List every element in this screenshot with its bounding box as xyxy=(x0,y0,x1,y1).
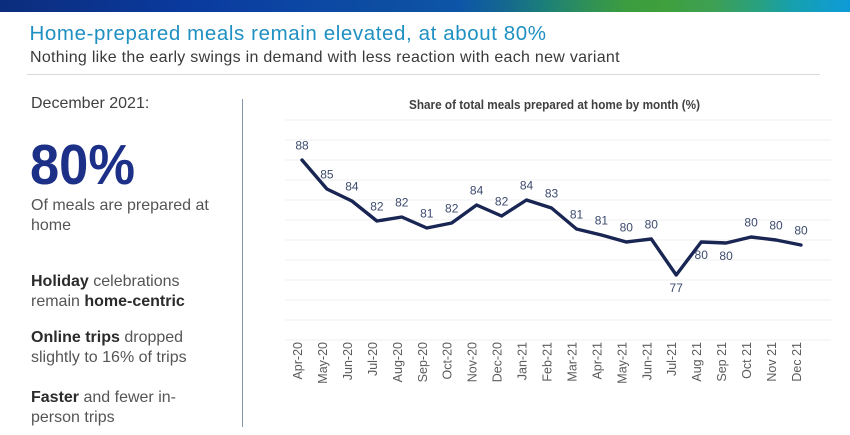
svg-text:May-20: May-20 xyxy=(316,342,330,384)
svg-text:Jul-21: Jul-21 xyxy=(665,342,679,376)
svg-text:77: 77 xyxy=(670,281,684,295)
svg-text:84: 84 xyxy=(520,179,534,193)
svg-text:81: 81 xyxy=(595,214,609,228)
svg-text:Mar-21: Mar-21 xyxy=(566,342,580,382)
svg-text:Nov 21: Nov 21 xyxy=(765,342,779,382)
svg-text:Apr-21: Apr-21 xyxy=(590,342,604,380)
svg-text:80: 80 xyxy=(719,249,733,263)
svg-text:Jun-21: Jun-21 xyxy=(640,342,654,380)
svg-text:84: 84 xyxy=(345,180,359,194)
svg-text:82: 82 xyxy=(395,196,409,210)
svg-text:80: 80 xyxy=(769,219,783,233)
svg-text:80: 80 xyxy=(620,221,634,235)
svg-text:Aug-20: Aug-20 xyxy=(391,342,405,382)
svg-text:81: 81 xyxy=(420,207,434,221)
svg-text:Aug 21: Aug 21 xyxy=(690,342,704,382)
svg-text:Oct 21: Oct 21 xyxy=(740,342,754,379)
svg-text:Jun-20: Jun-20 xyxy=(341,342,355,380)
svg-text:80: 80 xyxy=(794,224,808,238)
svg-text:82: 82 xyxy=(370,200,384,214)
svg-text:82: 82 xyxy=(445,202,459,216)
svg-text:83: 83 xyxy=(545,187,559,201)
svg-text:Nov-20: Nov-20 xyxy=(466,342,480,382)
svg-text:Dec 21: Dec 21 xyxy=(790,342,804,382)
svg-text:May-21: May-21 xyxy=(615,342,629,384)
svg-text:Jul-20: Jul-20 xyxy=(366,342,380,376)
svg-text:Apr-20: Apr-20 xyxy=(291,342,305,380)
svg-text:81: 81 xyxy=(570,208,584,222)
svg-text:Sep-20: Sep-20 xyxy=(416,342,430,382)
svg-text:Feb-21: Feb-21 xyxy=(541,342,555,382)
svg-text:82: 82 xyxy=(495,195,509,209)
svg-text:Jan-21: Jan-21 xyxy=(516,342,530,380)
svg-text:Oct-20: Oct-20 xyxy=(441,342,455,380)
svg-text:Share of total meals prepared: Share of total meals prepared at home by… xyxy=(409,98,700,112)
svg-text:84: 84 xyxy=(470,184,484,198)
svg-text:Dec-20: Dec-20 xyxy=(491,342,505,382)
svg-text:80: 80 xyxy=(744,216,758,230)
svg-text:88: 88 xyxy=(295,139,309,153)
svg-text:85: 85 xyxy=(320,168,334,182)
svg-text:Sep 21: Sep 21 xyxy=(715,342,729,382)
svg-text:80: 80 xyxy=(695,248,709,262)
svg-text:80: 80 xyxy=(645,218,659,232)
